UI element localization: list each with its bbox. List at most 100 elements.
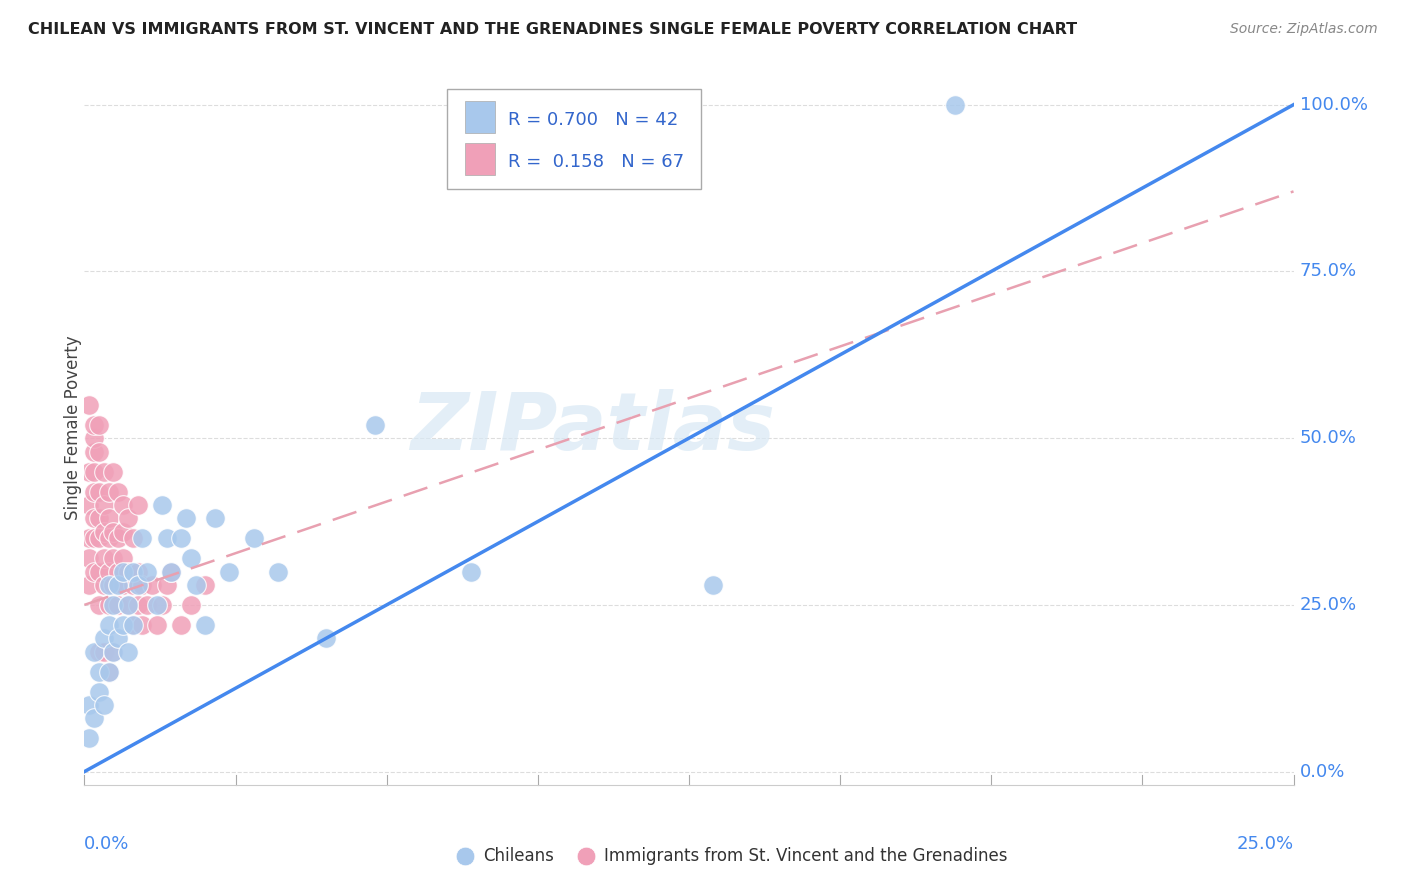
Point bbox=[87, 684, 110, 698]
Point bbox=[83, 417, 105, 432]
Text: R =  0.158   N = 67: R = 0.158 N = 67 bbox=[508, 153, 683, 171]
Point bbox=[77, 551, 100, 566]
Point bbox=[112, 565, 135, 579]
Point bbox=[103, 465, 125, 479]
Point bbox=[97, 565, 120, 579]
Text: 25.0%: 25.0% bbox=[1236, 835, 1294, 853]
Point bbox=[77, 531, 100, 545]
Point bbox=[160, 565, 183, 579]
Point bbox=[107, 531, 129, 545]
Point bbox=[218, 565, 240, 579]
Point bbox=[160, 565, 183, 579]
Point bbox=[97, 531, 120, 545]
Point bbox=[103, 644, 125, 658]
Point bbox=[87, 417, 110, 432]
Point bbox=[127, 498, 149, 512]
Text: ZIPatlas: ZIPatlas bbox=[409, 389, 775, 467]
Point bbox=[83, 465, 105, 479]
Point bbox=[174, 511, 197, 525]
Point bbox=[112, 498, 135, 512]
Point bbox=[112, 578, 135, 592]
Text: 100.0%: 100.0% bbox=[1299, 95, 1368, 113]
Point bbox=[121, 565, 143, 579]
Point bbox=[83, 431, 105, 445]
Point bbox=[155, 531, 177, 545]
Point bbox=[121, 618, 143, 632]
Text: 25.0%: 25.0% bbox=[1299, 596, 1357, 614]
Point bbox=[107, 484, 129, 499]
Point bbox=[121, 578, 143, 592]
Text: Source: ZipAtlas.com: Source: ZipAtlas.com bbox=[1230, 22, 1378, 37]
Point bbox=[131, 531, 153, 545]
Point bbox=[103, 524, 125, 539]
Point bbox=[83, 565, 105, 579]
Point bbox=[150, 498, 173, 512]
Point bbox=[87, 531, 110, 545]
Point bbox=[103, 551, 125, 566]
Point bbox=[136, 565, 159, 579]
Point bbox=[136, 598, 159, 612]
Point bbox=[170, 618, 193, 632]
Point bbox=[242, 531, 264, 545]
Point bbox=[93, 698, 115, 712]
Point bbox=[77, 578, 100, 592]
Point bbox=[460, 565, 482, 579]
Point bbox=[77, 731, 100, 746]
Point bbox=[194, 578, 217, 592]
Point bbox=[146, 598, 169, 612]
Point bbox=[97, 578, 120, 592]
Point bbox=[363, 417, 385, 432]
Point bbox=[103, 578, 125, 592]
Text: 75.0%: 75.0% bbox=[1299, 262, 1357, 280]
Point bbox=[83, 511, 105, 525]
Point bbox=[150, 598, 173, 612]
Point bbox=[97, 665, 120, 679]
Point bbox=[127, 565, 149, 579]
Point bbox=[107, 565, 129, 579]
Point bbox=[93, 578, 115, 592]
Point bbox=[194, 618, 217, 632]
Point bbox=[93, 632, 115, 646]
Point bbox=[103, 644, 125, 658]
Point bbox=[87, 598, 110, 612]
Point bbox=[97, 484, 120, 499]
Text: 0.0%: 0.0% bbox=[84, 835, 129, 853]
Text: R = 0.700   N = 42: R = 0.700 N = 42 bbox=[508, 112, 678, 129]
Point bbox=[117, 598, 139, 612]
Point bbox=[141, 578, 163, 592]
FancyBboxPatch shape bbox=[465, 102, 495, 134]
Point bbox=[180, 598, 202, 612]
Point bbox=[131, 618, 153, 632]
Point bbox=[77, 465, 100, 479]
Point bbox=[77, 498, 100, 512]
Point bbox=[97, 598, 120, 612]
Point bbox=[83, 484, 105, 499]
Point bbox=[127, 598, 149, 612]
Point bbox=[97, 618, 120, 632]
Point bbox=[93, 644, 115, 658]
Point bbox=[87, 665, 110, 679]
Y-axis label: Single Female Poverty: Single Female Poverty bbox=[65, 336, 82, 520]
Text: Immigrants from St. Vincent and the Grenadines: Immigrants from St. Vincent and the Gren… bbox=[605, 847, 1008, 865]
Point bbox=[117, 565, 139, 579]
Point bbox=[83, 711, 105, 725]
Point bbox=[267, 565, 290, 579]
Point bbox=[131, 578, 153, 592]
Point bbox=[146, 618, 169, 632]
Point bbox=[93, 551, 115, 566]
Point bbox=[103, 598, 125, 612]
Point bbox=[93, 498, 115, 512]
Point bbox=[117, 598, 139, 612]
Point bbox=[184, 578, 207, 592]
Point bbox=[87, 484, 110, 499]
Point bbox=[83, 444, 105, 458]
Point bbox=[127, 578, 149, 592]
Point bbox=[117, 511, 139, 525]
Point bbox=[93, 524, 115, 539]
Text: CHILEAN VS IMMIGRANTS FROM ST. VINCENT AND THE GRENADINES SINGLE FEMALE POVERTY : CHILEAN VS IMMIGRANTS FROM ST. VINCENT A… bbox=[28, 22, 1077, 37]
Point bbox=[107, 578, 129, 592]
Point bbox=[93, 465, 115, 479]
Point bbox=[943, 97, 966, 112]
Point bbox=[112, 524, 135, 539]
FancyBboxPatch shape bbox=[465, 143, 495, 175]
